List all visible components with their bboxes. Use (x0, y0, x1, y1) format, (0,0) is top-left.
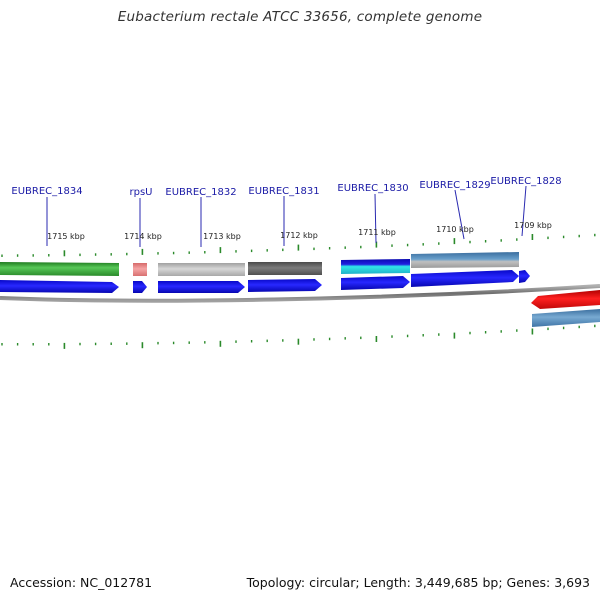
gene-arrow-eubrec-1830[interactable] (341, 276, 410, 290)
gene-label[interactable]: EUBREC_1834 (11, 186, 82, 197)
feature-band-darkgray[interactable] (248, 262, 322, 275)
genome-backbone (0, 284, 600, 303)
kbp-label: 1713 kbp (203, 232, 241, 241)
feature-band-lightgray[interactable] (158, 263, 245, 276)
leader-eubrec-1830 (374, 193, 377, 244)
reverse-strand-features (531, 290, 600, 327)
feature-band-green[interactable] (0, 262, 119, 276)
label-leaders (46, 185, 527, 247)
gene-arrow-eubrec-1832[interactable] (158, 281, 245, 293)
gene-labels: EUBREC_1834 rpsU EUBREC_1832 EUBREC_1831… (11, 176, 561, 198)
position-ticks-upper (1, 233, 596, 257)
accession-text: Accession: NC_012781 (10, 575, 153, 590)
feature-band-steelblue-reverse[interactable] (532, 309, 600, 327)
feature-track (0, 252, 519, 276)
topology-text: Topology: circular; Length: 3,449,685 bp… (246, 575, 590, 590)
gene-arrow-eubrec-1831[interactable] (248, 279, 322, 292)
feature-band-blue-cyan[interactable] (341, 259, 410, 274)
leader-eubrec-1829 (454, 189, 465, 240)
kbp-label: 1712 kbp (280, 231, 318, 240)
position-labels: 1715 kbp 1714 kbp 1713 kbp 1712 kbp 1711… (47, 221, 552, 241)
map-title: Eubacterium rectale ATCC 33656, complete… (117, 9, 483, 25)
kbp-label: 1710 kbp (436, 225, 474, 234)
kbp-label: 1715 kbp (47, 232, 85, 241)
gene-label[interactable]: EUBREC_1829 (419, 180, 490, 191)
gene-arrow-reverse-red[interactable] (531, 290, 600, 309)
gene-arrow-eubrec-1828[interactable] (519, 270, 530, 283)
feature-band-pink[interactable] (133, 263, 147, 276)
gene-label[interactable]: EUBREC_1831 (248, 186, 319, 197)
gene-track (0, 270, 530, 293)
gene-label[interactable]: EUBREC_1832 (165, 187, 236, 198)
feature-band-steelblue[interactable] (411, 252, 519, 268)
gene-arrow-eubrec-1834[interactable] (0, 280, 119, 293)
position-ticks-lower (1, 324, 596, 349)
gene-label[interactable]: rpsU (130, 187, 153, 198)
leader-eubrec-1828 (521, 185, 527, 237)
gene-label[interactable]: EUBREC_1828 (490, 176, 561, 187)
kbp-label: 1709 kbp (514, 221, 552, 230)
gene-label[interactable]: EUBREC_1830 (337, 183, 408, 194)
gene-arrow-eubrec-1829[interactable] (411, 270, 519, 287)
kbp-label: 1714 kbp (124, 232, 162, 241)
kbp-label: 1711 kbp (358, 228, 396, 237)
gene-arrow-rpsu[interactable] (133, 281, 147, 293)
